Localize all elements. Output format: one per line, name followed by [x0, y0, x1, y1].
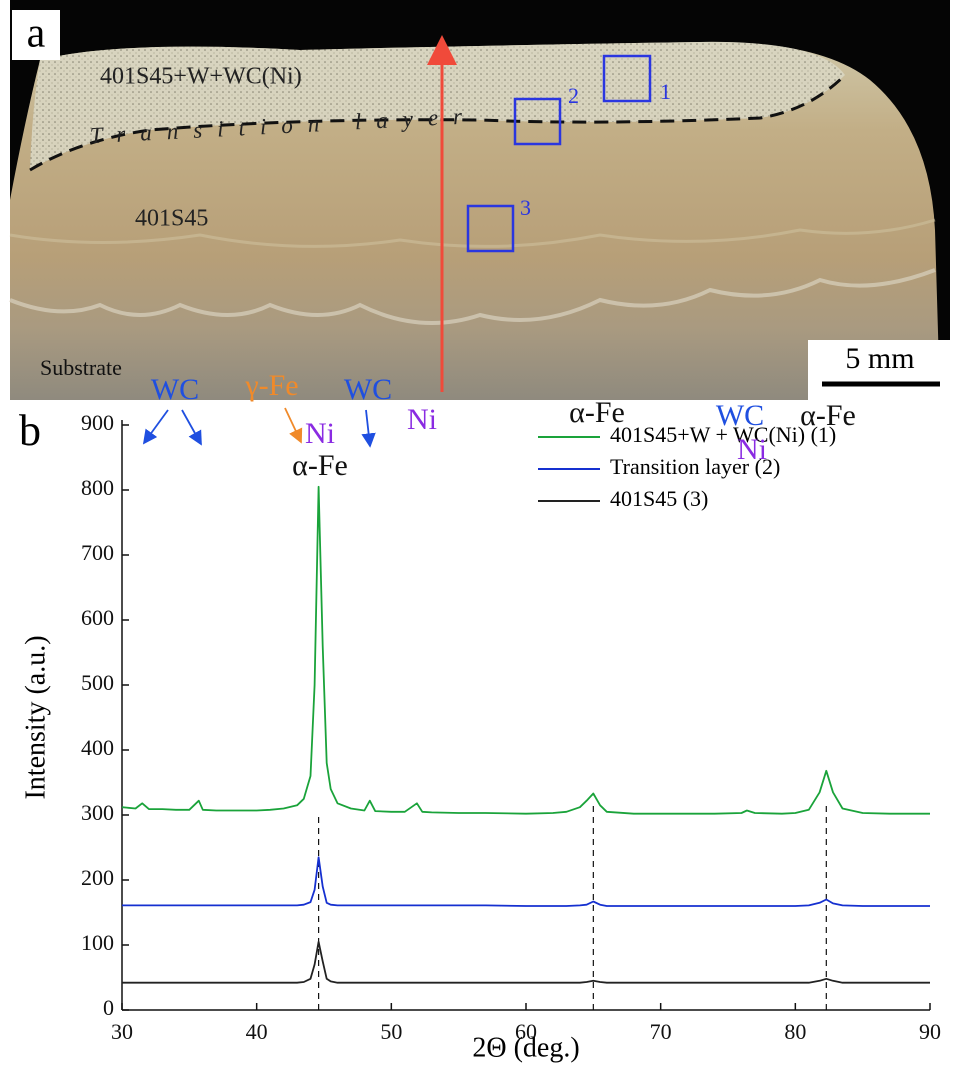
- x-tick-label: 70: [650, 1019, 672, 1044]
- panel-label: a: [27, 11, 46, 57]
- annotation-arrow: [182, 410, 201, 444]
- annotation: WC: [716, 399, 764, 432]
- annotation-arrow: [144, 410, 168, 443]
- box-label: 2: [568, 83, 579, 108]
- box-label: 1: [660, 79, 671, 104]
- box-label: 3: [520, 195, 531, 220]
- annotation: WC: [344, 373, 392, 406]
- y-tick-label: 700: [81, 540, 114, 565]
- panel-label: b: [19, 406, 41, 455]
- series-line: [122, 942, 930, 983]
- scale-bar-label: 5 mm: [845, 342, 914, 375]
- y-tick-label: 500: [81, 670, 114, 695]
- y-tick-label: 100: [81, 930, 114, 955]
- legend-label: 401S45 (3): [610, 486, 708, 511]
- annotation: α-Fe: [800, 399, 856, 432]
- x-tick-label: 30: [111, 1019, 133, 1044]
- annotation: WC: [151, 373, 199, 406]
- y-axis-label: Intensity (a.u.): [20, 635, 51, 799]
- x-tick-label: 40: [246, 1019, 268, 1044]
- x-tick-label: 90: [919, 1019, 941, 1044]
- region-label: 401S45: [135, 206, 208, 232]
- y-tick-label: 200: [81, 865, 114, 890]
- y-tick-label: 400: [81, 735, 114, 760]
- annotation-arrow: [285, 408, 301, 442]
- annotation: Ni: [305, 417, 335, 450]
- series-line: [122, 487, 930, 814]
- x-axis-label: 2Θ (deg.): [472, 1032, 579, 1063]
- figure: 1 2 3 a 401S45+W+WC(Ni) Transition layer…: [0, 0, 953, 1065]
- annotation: α-Fe: [292, 449, 348, 482]
- annotation: γ-Fe: [244, 369, 298, 402]
- annotation-arrow: [366, 410, 370, 446]
- annotation: α-Fe: [569, 396, 625, 429]
- series-line: [122, 857, 930, 906]
- y-tick-label: 0: [103, 995, 114, 1020]
- annotation: Ni: [737, 433, 767, 466]
- y-tick-label: 800: [81, 475, 114, 500]
- y-tick-label: 300: [81, 800, 114, 825]
- y-tick-label: 600: [81, 605, 114, 630]
- y-tick-label: 900: [81, 410, 114, 435]
- x-tick-label: 80: [784, 1019, 806, 1044]
- annotation: Ni: [407, 403, 437, 436]
- x-tick-label: 50: [380, 1019, 402, 1044]
- region-label: 401S45+W+WC(Ni): [100, 64, 302, 90]
- region-label: Substrate: [40, 355, 122, 380]
- photo-panel: 1 2 3 a 401S45+W+WC(Ni) Transition layer…: [10, 0, 950, 400]
